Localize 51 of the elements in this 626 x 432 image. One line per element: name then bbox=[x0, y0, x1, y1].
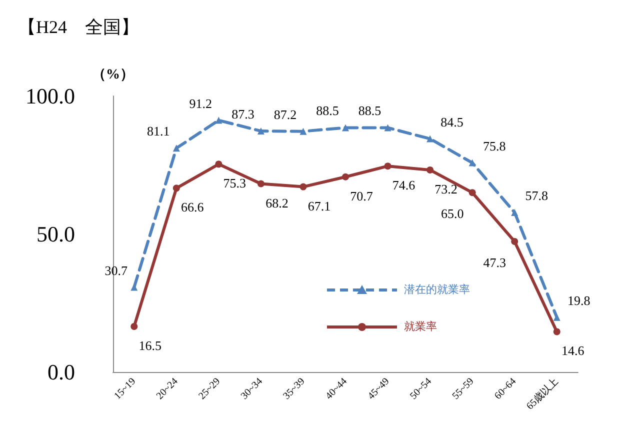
y-tick-label: 100.0 bbox=[26, 84, 75, 108]
point bbox=[257, 180, 264, 188]
point bbox=[468, 159, 476, 166]
data-label: 67.1 bbox=[308, 198, 331, 214]
point bbox=[511, 238, 518, 245]
data-label: 57.8 bbox=[525, 188, 548, 203]
data-label: 75.3 bbox=[223, 176, 246, 191]
point bbox=[215, 116, 222, 124]
data-label: 16.5 bbox=[138, 338, 162, 353]
data-label: 84.5 bbox=[440, 114, 464, 130]
point bbox=[468, 189, 476, 196]
y-tick-label: 0.0 bbox=[48, 360, 75, 384]
x-tick-label: 65歳以上 bbox=[524, 375, 561, 412]
point bbox=[300, 183, 307, 190]
point bbox=[172, 144, 180, 152]
data-label: 19.8 bbox=[567, 292, 590, 308]
data-label: 70.7 bbox=[350, 188, 374, 204]
point bbox=[215, 160, 222, 168]
chart-title: 【H24 全国】 bbox=[18, 17, 139, 37]
y-tick-label: 50.0 bbox=[36, 222, 75, 246]
data-label: 81.1 bbox=[147, 124, 170, 139]
data-label: 88.5 bbox=[358, 103, 382, 118]
point bbox=[257, 128, 264, 135]
text: 就業率 bbox=[404, 319, 437, 334]
point bbox=[342, 173, 349, 180]
data-label: 74.6 bbox=[392, 178, 416, 193]
y-axis-title: （%） bbox=[92, 68, 134, 82]
point bbox=[172, 184, 180, 192]
data-label: 68.2 bbox=[266, 195, 288, 210]
text: 潜在的就業率 bbox=[404, 282, 470, 297]
data-label: 65.0 bbox=[440, 206, 464, 222]
point bbox=[384, 162, 392, 170]
point bbox=[426, 166, 434, 174]
data-label: 91.2 bbox=[189, 96, 212, 111]
point bbox=[384, 124, 392, 132]
point bbox=[130, 322, 138, 330]
data-label: 75.8 bbox=[482, 138, 506, 154]
point bbox=[553, 314, 560, 321]
point bbox=[300, 128, 307, 135]
point bbox=[553, 328, 560, 336]
point bbox=[342, 124, 349, 132]
data-label: 88.5 bbox=[316, 103, 339, 118]
data-label: 73.2 bbox=[434, 181, 458, 196]
data-label: 30.7 bbox=[104, 262, 128, 278]
data-label: 14.6 bbox=[561, 343, 585, 358]
data-label: 47.3 bbox=[483, 254, 506, 270]
data-label: 87.2 bbox=[274, 106, 297, 122]
data-label: 66.6 bbox=[181, 200, 204, 215]
point bbox=[511, 208, 518, 216]
point bbox=[426, 135, 434, 142]
data-label: 87.3 bbox=[232, 106, 254, 122]
